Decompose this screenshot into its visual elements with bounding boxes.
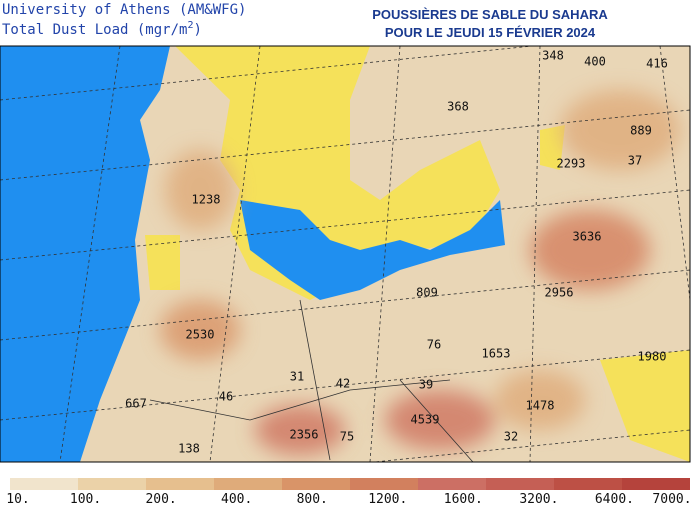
colorbar-swatch bbox=[622, 478, 690, 490]
map-value-label: 42 bbox=[336, 377, 350, 391]
map-value-label: 2293 bbox=[557, 157, 586, 171]
title: POUSSIÈRES DE SABLE DU SAHARA bbox=[372, 7, 608, 22]
map-value-label: 3636 bbox=[573, 230, 602, 244]
map-value-label: 1653 bbox=[482, 347, 511, 361]
colorbar-swatch bbox=[350, 478, 418, 490]
map-value-label: 37 bbox=[628, 154, 642, 168]
map bbox=[0, 46, 690, 462]
map-value-label: 889 bbox=[630, 124, 652, 138]
colorbar-label: 7000. bbox=[652, 492, 691, 506]
colorbar-label: 10. bbox=[6, 492, 29, 506]
colorbar-swatch bbox=[554, 478, 622, 490]
product: Total Dust Load (mgr/m2) bbox=[2, 20, 202, 38]
colorbar-swatch bbox=[214, 478, 282, 490]
map-value-label: 138 bbox=[178, 442, 200, 456]
colorbar-swatch bbox=[486, 478, 554, 490]
map-value-label: 1478 bbox=[526, 399, 555, 413]
map-value-label: 4539 bbox=[411, 413, 440, 427]
map-value-label: 76 bbox=[427, 338, 441, 352]
colorbar-swatch bbox=[282, 478, 350, 490]
colorbar-label: 1200. bbox=[368, 492, 407, 506]
source: University of Athens (AM&WFG) bbox=[2, 2, 246, 18]
map-value-label: 809 bbox=[416, 286, 438, 300]
colorbar-label: 1600. bbox=[444, 492, 483, 506]
map-value-label: 1980 bbox=[638, 350, 667, 364]
map-value-label: 75 bbox=[340, 430, 354, 444]
colorbar-label: 200. bbox=[145, 492, 176, 506]
map-value-label: 2956 bbox=[545, 286, 574, 300]
colorbar-label: 400. bbox=[221, 492, 252, 506]
map-value-label: 2530 bbox=[186, 328, 215, 342]
colorbar-label: 800. bbox=[297, 492, 328, 506]
map-value-label: 39 bbox=[419, 378, 433, 392]
colorbar-swatch bbox=[146, 478, 214, 490]
map-value-label: 1238 bbox=[192, 193, 221, 207]
colorbar-label: 100. bbox=[70, 492, 101, 506]
map-value-label: 46 bbox=[219, 390, 233, 404]
map-value-label: 400 bbox=[584, 55, 606, 69]
title: POUR LE JEUDI 15 FÉVRIER 2024 bbox=[385, 25, 596, 40]
colorbar-swatch bbox=[10, 478, 78, 490]
map-value-label: 368 bbox=[447, 100, 469, 114]
colorbar-label: 3200. bbox=[519, 492, 558, 506]
map-value-label: 31 bbox=[290, 370, 304, 384]
map-value-label: 32 bbox=[504, 430, 518, 444]
colorbar-swatch bbox=[418, 478, 486, 490]
map-value-label: 2356 bbox=[290, 428, 319, 442]
colorbar-swatch bbox=[78, 478, 146, 490]
map-value-label: 416 bbox=[646, 57, 668, 71]
map-value-label: 348 bbox=[542, 49, 564, 63]
map-value-label: 667 bbox=[125, 397, 147, 411]
colorbar-label: 6400. bbox=[595, 492, 634, 506]
